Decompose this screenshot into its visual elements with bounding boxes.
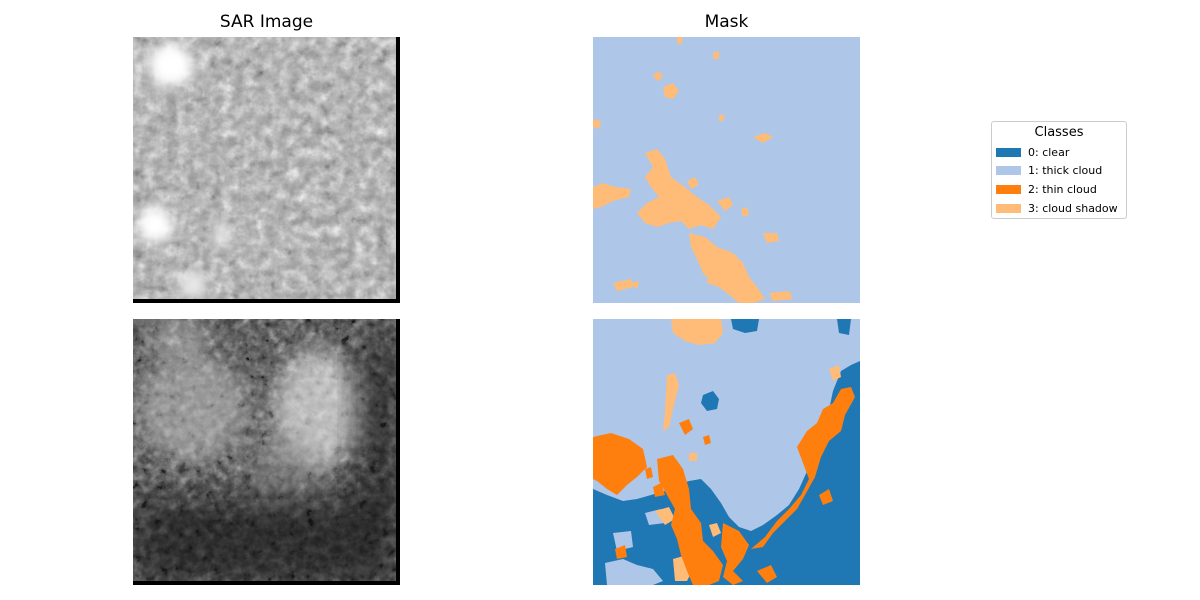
legend-label: 1: thick cloud [1028,163,1103,177]
sar-image-top [133,37,400,303]
legend-item-clear: 0: clear [996,145,1069,159]
mask-top [593,37,860,303]
legend-label: 3: cloud shadow [1028,201,1118,215]
legend-item-thin-cloud: 2: thin cloud [996,182,1097,196]
legend-item-thick-cloud: 1: thick cloud [996,163,1102,177]
legend-item-cloud-shadow: 3: cloud shadow [996,201,1118,215]
mask-bottom [593,319,860,585]
sar-image-bottom [133,319,400,585]
sar-column-title: SAR Image [219,12,314,32]
legend: Classes 0: clear 1: thick cloud 2: thin … [991,121,1127,219]
legend-swatch [996,203,1021,213]
legend-swatch [996,147,1021,157]
legend-title: Classes [1034,125,1084,140]
legend-swatch [996,165,1021,175]
legend-label: 0: clear [1028,145,1070,159]
legend-swatch [996,184,1021,194]
mask-column-title: Mask [704,12,749,32]
legend-label: 2: thin cloud [1028,182,1097,196]
